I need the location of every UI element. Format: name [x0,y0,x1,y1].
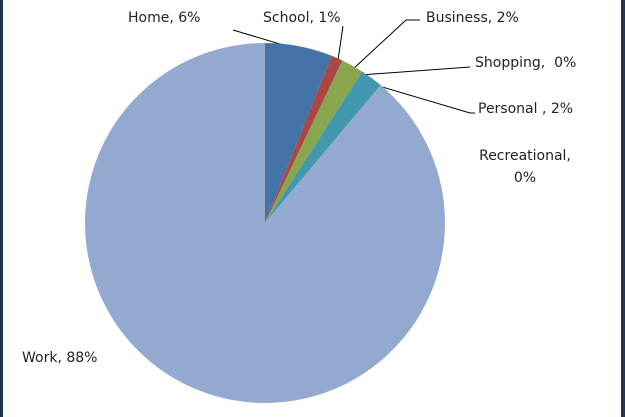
pie-slice [85,43,446,404]
data-label: Work, 88% [22,350,97,366]
data-label: Home, 6% [128,10,200,26]
data-label: Shopping, 0% [475,55,576,71]
pie-slice [265,43,332,223]
pie-slice [265,60,363,224]
data-label: School, 1% [263,10,341,26]
pie-slice [265,71,381,223]
left-border [0,0,3,417]
leader-line [359,66,471,76]
right-border [621,0,625,417]
leader-line [337,25,344,61]
data-label: Personal , 2% [478,101,573,117]
data-label: Business, 2% [426,10,519,26]
pie-slice [265,55,343,224]
leader-line [371,83,475,114]
leader-line [351,19,420,71]
data-label: Recreational, 0% [479,148,571,186]
data-label-box: Recreational, 0% [479,148,571,186]
pie [85,43,446,404]
